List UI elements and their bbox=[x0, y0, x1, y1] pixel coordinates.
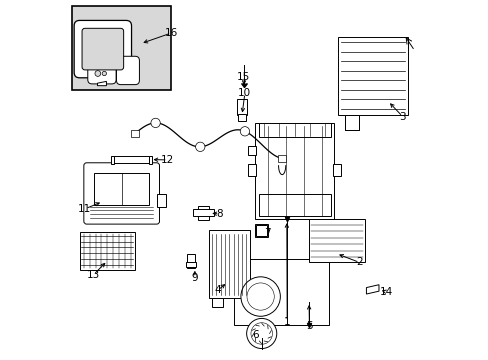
FancyBboxPatch shape bbox=[88, 63, 116, 84]
Text: 1: 1 bbox=[283, 317, 289, 327]
Circle shape bbox=[240, 127, 249, 136]
Bar bbox=[112, 156, 149, 163]
Text: 9: 9 bbox=[191, 273, 197, 283]
Bar bbox=[255, 123, 333, 220]
Bar bbox=[247, 146, 255, 155]
Bar bbox=[255, 225, 266, 236]
Text: 10: 10 bbox=[238, 88, 250, 98]
Circle shape bbox=[151, 118, 160, 127]
Text: 3: 3 bbox=[398, 112, 405, 122]
Text: 16: 16 bbox=[164, 28, 177, 38]
Text: 2: 2 bbox=[355, 257, 362, 267]
Bar bbox=[277, 155, 286, 162]
Text: 8: 8 bbox=[216, 209, 222, 219]
Text: 15: 15 bbox=[237, 72, 250, 82]
Text: 12: 12 bbox=[161, 155, 174, 165]
FancyBboxPatch shape bbox=[116, 56, 139, 85]
Text: 7: 7 bbox=[264, 228, 270, 238]
Bar bbox=[186, 262, 195, 267]
FancyBboxPatch shape bbox=[74, 21, 131, 78]
Polygon shape bbox=[366, 285, 378, 294]
Bar bbox=[187, 254, 195, 268]
Circle shape bbox=[195, 142, 204, 152]
Bar bbox=[247, 164, 255, 176]
Circle shape bbox=[241, 277, 280, 316]
FancyBboxPatch shape bbox=[82, 28, 123, 70]
Bar bbox=[233, 259, 328, 325]
Circle shape bbox=[95, 71, 101, 76]
Circle shape bbox=[246, 283, 274, 310]
Bar bbox=[258, 194, 330, 216]
FancyBboxPatch shape bbox=[83, 163, 159, 224]
Circle shape bbox=[246, 319, 276, 348]
Polygon shape bbox=[97, 81, 106, 86]
Text: 13: 13 bbox=[86, 270, 100, 280]
Bar bbox=[80, 232, 135, 270]
Bar bbox=[344, 116, 359, 130]
Bar bbox=[254, 224, 267, 237]
Bar bbox=[72, 6, 171, 90]
Text: 11: 11 bbox=[78, 204, 91, 214]
Bar bbox=[131, 130, 139, 137]
Bar bbox=[192, 210, 214, 216]
Bar bbox=[308, 220, 364, 262]
Bar bbox=[237, 99, 247, 116]
Bar bbox=[333, 164, 341, 176]
Text: 6: 6 bbox=[251, 330, 258, 340]
Bar bbox=[212, 298, 223, 307]
Bar bbox=[337, 37, 407, 116]
Text: 4: 4 bbox=[214, 285, 221, 295]
Circle shape bbox=[102, 71, 106, 76]
Bar bbox=[94, 173, 149, 205]
Circle shape bbox=[250, 323, 272, 344]
Text: 14: 14 bbox=[379, 287, 392, 297]
Text: 5: 5 bbox=[305, 321, 312, 331]
Bar bbox=[258, 123, 330, 137]
Bar bbox=[344, 116, 359, 130]
Bar bbox=[148, 156, 151, 163]
Bar bbox=[208, 230, 249, 298]
Bar bbox=[111, 156, 114, 163]
Bar bbox=[198, 206, 209, 220]
Bar bbox=[156, 194, 165, 207]
Bar bbox=[238, 114, 246, 121]
